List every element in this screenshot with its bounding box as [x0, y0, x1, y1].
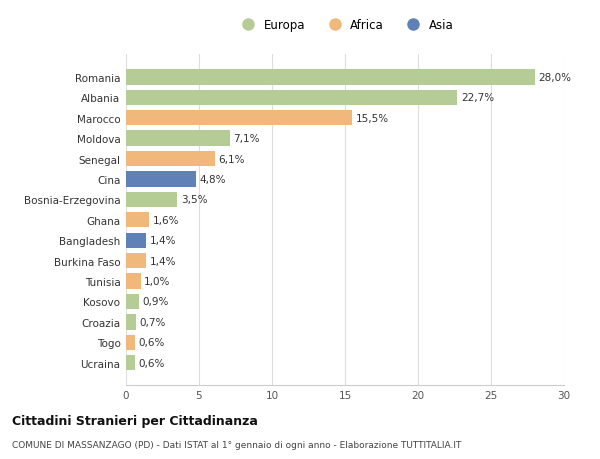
Text: 0,6%: 0,6%: [139, 358, 165, 368]
Bar: [126, 111, 352, 126]
Bar: [126, 213, 149, 228]
Text: 22,7%: 22,7%: [461, 93, 494, 103]
Bar: [126, 172, 196, 187]
Text: 0,9%: 0,9%: [143, 297, 169, 307]
Text: 1,6%: 1,6%: [153, 215, 179, 225]
Bar: [126, 131, 230, 146]
Text: 1,4%: 1,4%: [150, 256, 176, 266]
Bar: [126, 355, 135, 370]
Text: 6,1%: 6,1%: [219, 154, 245, 164]
Text: 15,5%: 15,5%: [356, 113, 389, 123]
Text: 1,4%: 1,4%: [150, 236, 176, 246]
Text: 0,6%: 0,6%: [139, 337, 165, 347]
Bar: [126, 151, 215, 167]
Text: 0,7%: 0,7%: [140, 317, 166, 327]
Bar: [126, 192, 177, 207]
Bar: [126, 253, 146, 269]
Bar: [126, 233, 146, 248]
Text: COMUNE DI MASSANZAGO (PD) - Dati ISTAT al 1° gennaio di ogni anno - Elaborazione: COMUNE DI MASSANZAGO (PD) - Dati ISTAT a…: [12, 441, 461, 449]
Text: 7,1%: 7,1%: [233, 134, 260, 144]
Text: 28,0%: 28,0%: [538, 73, 571, 83]
Text: Cittadini Stranieri per Cittadinanza: Cittadini Stranieri per Cittadinanza: [12, 414, 258, 428]
Legend: Europa, Africa, Asia: Europa, Africa, Asia: [232, 15, 458, 37]
Bar: [126, 70, 535, 85]
Bar: [126, 314, 136, 330]
Bar: [126, 274, 140, 289]
Text: 1,0%: 1,0%: [144, 276, 170, 286]
Text: 4,8%: 4,8%: [200, 174, 226, 185]
Text: 3,5%: 3,5%: [181, 195, 207, 205]
Bar: [126, 294, 139, 309]
Bar: [126, 335, 135, 350]
Bar: [126, 90, 457, 106]
